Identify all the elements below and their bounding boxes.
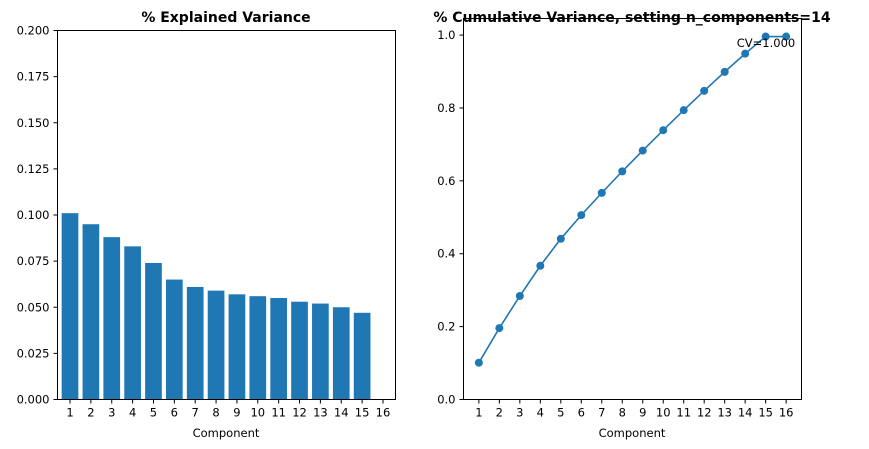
x-tick-label: 4 (129, 406, 136, 420)
bar (165, 279, 183, 400)
chart2-x-axis-title: Component (599, 426, 666, 440)
x-tick-label: 1 (66, 406, 73, 420)
x-tick-label: 12 (292, 406, 307, 420)
y-tick-label: 0.6 (437, 174, 455, 188)
data-point (495, 324, 504, 333)
x-tick-label: 2 (496, 406, 503, 420)
bar (228, 294, 246, 400)
x-tick-label: 16 (376, 406, 391, 420)
y-tick-label: 0.000 (17, 393, 50, 407)
chart1-x-axis-title: Component (193, 426, 260, 440)
data-point (474, 358, 483, 367)
y-tick-label: 0.100 (17, 208, 50, 222)
data-point (597, 188, 606, 197)
chart2-series-line (478, 35, 787, 364)
chart1-axes-frame (57, 30, 396, 400)
x-tick-label: 11 (271, 406, 286, 420)
x-tick-label: 7 (598, 406, 605, 420)
bar (270, 298, 288, 400)
bar (186, 286, 204, 400)
chart1-bars (61, 213, 371, 400)
x-tick-label: 4 (537, 406, 544, 420)
data-point (782, 32, 791, 41)
bar (207, 290, 225, 400)
x-tick-label: 6 (578, 406, 585, 420)
data-point (720, 67, 729, 76)
data-point (741, 49, 750, 58)
data-point (556, 234, 565, 243)
x-tick-label: 7 (192, 406, 199, 420)
chart1-x-axis: 1 2 3 4 5 6 7 8 9 10 11 12 13 14 15 16 (66, 399, 391, 420)
y-tick-label: 0.0 (437, 393, 455, 407)
x-tick-label: 9 (233, 406, 240, 420)
y-tick-label: 0.4 (437, 247, 455, 261)
chart1-title: % Explained Variance (141, 10, 310, 26)
bar (145, 262, 162, 400)
x-tick-label: 13 (717, 406, 732, 420)
x-tick-label: 1 (475, 406, 482, 420)
y-tick-label: 0.175 (17, 70, 50, 84)
data-point (700, 86, 709, 95)
y-tick-label: 0.025 (17, 346, 50, 360)
x-tick-label: 14 (334, 406, 349, 420)
bar (312, 303, 329, 400)
x-tick-label: 9 (639, 406, 646, 420)
x-tick-label: 5 (557, 406, 564, 420)
y-tick-label: 0.075 (17, 254, 50, 268)
x-tick-label: 11 (676, 406, 691, 420)
bar (61, 213, 79, 400)
data-point (536, 261, 545, 270)
data-point (638, 146, 647, 155)
x-tick-label: 8 (619, 406, 626, 420)
data-point (679, 106, 688, 115)
x-tick-label: 15 (758, 406, 773, 420)
chart2-axes-frame (463, 18, 802, 400)
y-tick-label: 0.2 (437, 320, 455, 334)
y-tick-label: 0.8 (437, 101, 455, 115)
bar (353, 312, 371, 400)
x-tick-label: 2 (87, 406, 94, 420)
x-tick-label: 15 (355, 406, 370, 420)
x-tick-label: 12 (697, 406, 712, 420)
chart2-points (474, 32, 791, 367)
x-tick-label: 13 (313, 406, 328, 420)
bar (103, 237, 121, 400)
data-point (659, 126, 668, 135)
bar (249, 296, 267, 400)
x-tick-label: 5 (150, 406, 157, 420)
y-tick-label: 0.050 (17, 300, 50, 314)
cumulative-variance-chart: % Cumulative Variance, setting n_compone… (433, 10, 830, 440)
x-tick-label: 3 (516, 406, 523, 420)
x-tick-label: 8 (212, 406, 219, 420)
bar (291, 301, 308, 400)
bar (332, 307, 350, 400)
data-point (761, 32, 770, 41)
data-point (577, 211, 586, 220)
chart2-x-axis: 1 2 3 4 5 6 7 8 9 10 11 12 13 14 15 16 (475, 399, 794, 420)
y-tick-label: 0.200 (17, 24, 50, 38)
bar (82, 224, 100, 400)
x-tick-label: 6 (171, 406, 178, 420)
chart2-annotation: CV=1.000 (737, 36, 795, 50)
x-tick-label: 10 (656, 406, 671, 420)
y-tick-label: 1.0 (437, 28, 455, 42)
chart1-y-axis: 0.000 0.025 0.050 0.075 0.100 0.125 0.150 0.175… (17, 24, 58, 407)
y-tick-label: 0.125 (17, 162, 50, 176)
x-tick-label: 14 (738, 406, 753, 420)
x-tick-label: 16 (779, 406, 794, 420)
data-point (618, 167, 627, 176)
bar (124, 246, 141, 400)
chart2-y-axis: 0.0 0.2 0.4 0.6 0.8 1.0 (437, 28, 464, 407)
x-tick-label: 10 (250, 406, 265, 420)
data-point (515, 292, 524, 301)
explained-variance-chart: % Explained Variance 0.000 0.025 0.050 0.07… (17, 10, 396, 440)
y-tick-label: 0.150 (17, 116, 50, 130)
x-tick-label: 3 (108, 406, 115, 420)
